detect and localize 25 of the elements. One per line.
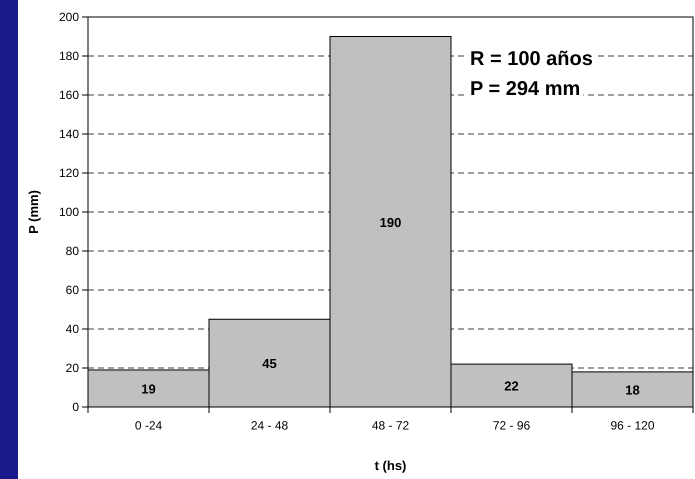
x-tick-label: 72 - 96 (492, 418, 531, 433)
data-label: 22 (504, 378, 519, 394)
y-tick-label: 20 (66, 360, 80, 375)
y-tick-label: 160 (58, 88, 80, 102)
x-tick-label: 96 - 120 (610, 418, 655, 433)
y-tick-label: 200 (58, 10, 80, 24)
y-tick-label: 120 (58, 166, 80, 180)
y-tick-label: 180 (58, 48, 80, 63)
x-tick-label: 24 - 48 (250, 418, 289, 433)
x-tick-label: 0 -24 (134, 418, 162, 433)
y-tick-label: 40 (66, 322, 80, 336)
y-tick-label: 60 (66, 282, 80, 297)
y-axis-title: P (mm) (26, 190, 41, 234)
y-tick-label: 0 (72, 400, 80, 414)
data-label: 190 (380, 214, 402, 230)
x-tick-label: 48 - 72 (372, 418, 410, 433)
annotation: P = 294 mm (470, 78, 580, 100)
data-label: 18 (625, 382, 640, 398)
x-axis-title: t (hs) (374, 458, 406, 473)
y-tick-label: 100 (58, 204, 80, 219)
data-label: 19 (141, 381, 156, 396)
annotation: R = 100 años (470, 48, 593, 70)
data-label: 45 (262, 356, 277, 372)
y-tick-label: 140 (58, 126, 80, 141)
y-tick-label: 80 (66, 244, 80, 258)
